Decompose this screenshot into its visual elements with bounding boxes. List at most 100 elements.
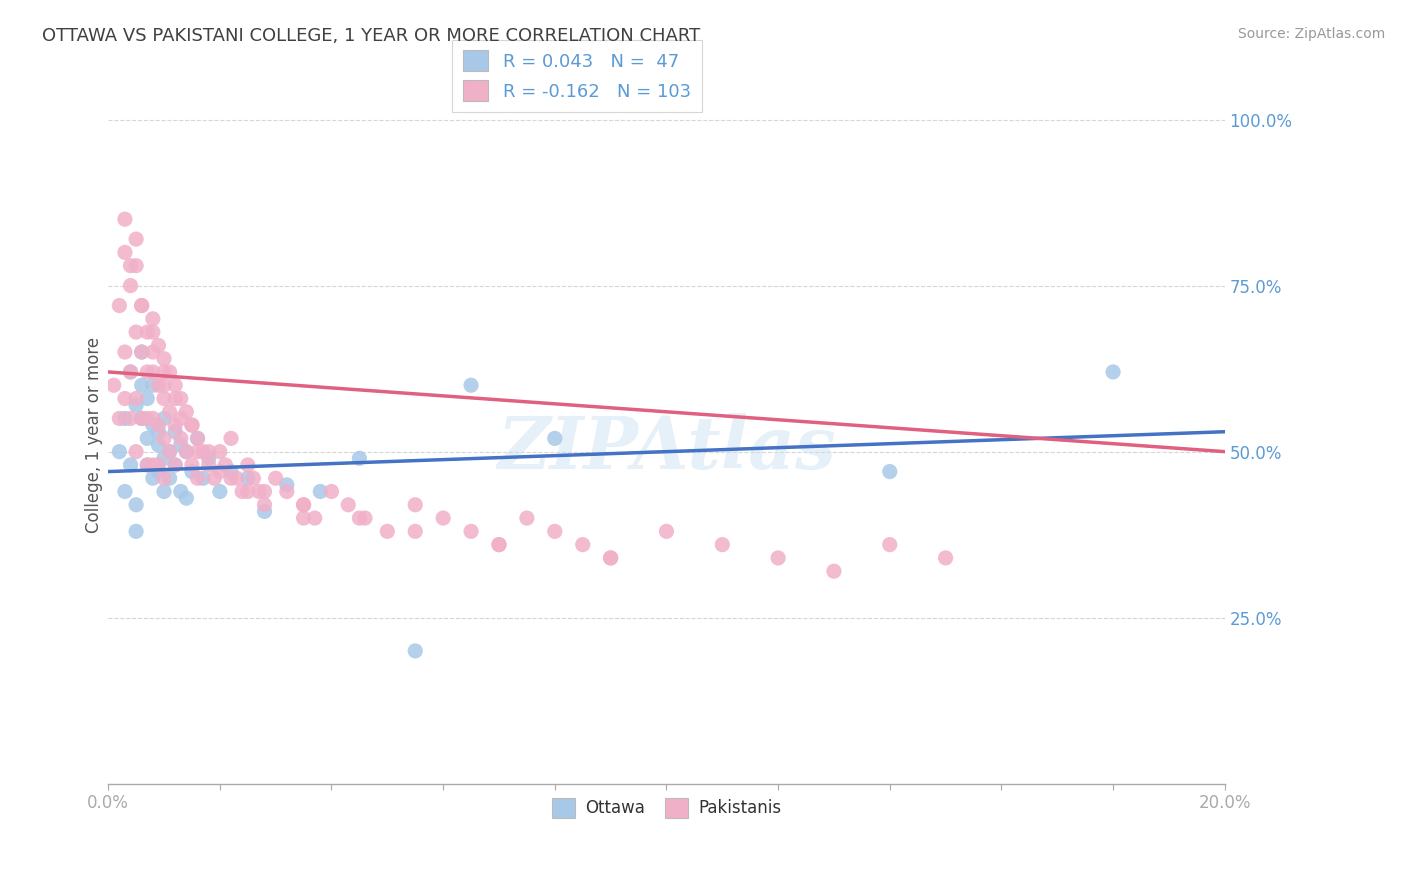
Point <box>337 498 360 512</box>
Point <box>165 378 187 392</box>
Point <box>304 511 326 525</box>
Point <box>120 278 142 293</box>
Point <box>131 411 153 425</box>
Point <box>219 431 242 445</box>
Point <box>125 524 148 539</box>
Point <box>125 259 148 273</box>
Point <box>935 550 957 565</box>
Point <box>170 392 193 406</box>
Point <box>131 345 153 359</box>
Point <box>131 299 153 313</box>
Point <box>148 418 170 433</box>
Point <box>165 458 187 472</box>
Point <box>349 451 371 466</box>
Text: ZIPAtlas: ZIPAtlas <box>498 414 835 484</box>
Point <box>276 478 298 492</box>
Point <box>120 259 142 273</box>
Point <box>176 491 198 505</box>
Point <box>186 471 208 485</box>
Point <box>191 444 214 458</box>
Point <box>125 498 148 512</box>
Point <box>153 451 176 466</box>
Point <box>148 425 170 439</box>
Point <box>544 524 567 539</box>
Point <box>460 378 482 392</box>
Point <box>136 325 159 339</box>
Point <box>321 484 343 499</box>
Point <box>159 405 181 419</box>
Point <box>159 471 181 485</box>
Point <box>148 465 170 479</box>
Point <box>125 232 148 246</box>
Point <box>142 378 165 392</box>
Point <box>153 431 176 445</box>
Point <box>108 411 131 425</box>
Point <box>170 431 193 445</box>
Point <box>103 378 125 392</box>
Point <box>488 538 510 552</box>
Point <box>114 245 136 260</box>
Point <box>136 458 159 472</box>
Point <box>125 392 148 406</box>
Point <box>148 438 170 452</box>
Point <box>153 365 176 379</box>
Point <box>165 392 187 406</box>
Point <box>176 405 198 419</box>
Point <box>148 338 170 352</box>
Point <box>181 418 204 433</box>
Point <box>309 484 332 499</box>
Point <box>208 484 231 499</box>
Point <box>170 484 193 499</box>
Point <box>1102 365 1125 379</box>
Point <box>142 345 165 359</box>
Point <box>655 524 678 539</box>
Point <box>181 465 204 479</box>
Point <box>214 458 236 472</box>
Point <box>136 365 159 379</box>
Point <box>231 484 253 499</box>
Legend: Ottawa, Pakistanis: Ottawa, Pakistanis <box>546 791 787 824</box>
Y-axis label: College, 1 year or more: College, 1 year or more <box>86 337 103 533</box>
Point <box>766 550 789 565</box>
Point <box>159 444 181 458</box>
Point <box>142 458 165 472</box>
Point <box>276 484 298 499</box>
Point <box>197 444 219 458</box>
Point <box>181 418 204 433</box>
Point <box>142 411 165 425</box>
Point <box>120 411 142 425</box>
Point <box>202 471 225 485</box>
Point <box>208 465 231 479</box>
Point <box>148 378 170 392</box>
Point <box>125 444 148 458</box>
Point <box>404 498 426 512</box>
Point <box>292 511 315 525</box>
Point <box>142 418 165 433</box>
Point <box>142 325 165 339</box>
Point <box>186 431 208 445</box>
Text: Source: ZipAtlas.com: Source: ZipAtlas.com <box>1237 27 1385 41</box>
Point <box>236 458 259 472</box>
Text: OTTAWA VS PAKISTANI COLLEGE, 1 YEAR OR MORE CORRELATION CHART: OTTAWA VS PAKISTANI COLLEGE, 1 YEAR OR M… <box>42 27 700 45</box>
Point <box>153 411 176 425</box>
Point <box>165 458 187 472</box>
Point <box>120 365 142 379</box>
Point <box>544 431 567 445</box>
Point <box>136 431 159 445</box>
Point <box>131 378 153 392</box>
Point <box>236 471 259 485</box>
Point <box>253 504 276 518</box>
Point <box>170 438 193 452</box>
Point <box>153 351 176 366</box>
Point <box>197 458 219 472</box>
Point <box>165 425 187 439</box>
Point <box>142 311 165 326</box>
Point <box>242 471 264 485</box>
Point <box>292 498 315 512</box>
Point <box>225 471 247 485</box>
Point <box>349 511 371 525</box>
Point <box>153 484 176 499</box>
Point <box>159 365 181 379</box>
Point <box>599 550 621 565</box>
Point <box>170 411 193 425</box>
